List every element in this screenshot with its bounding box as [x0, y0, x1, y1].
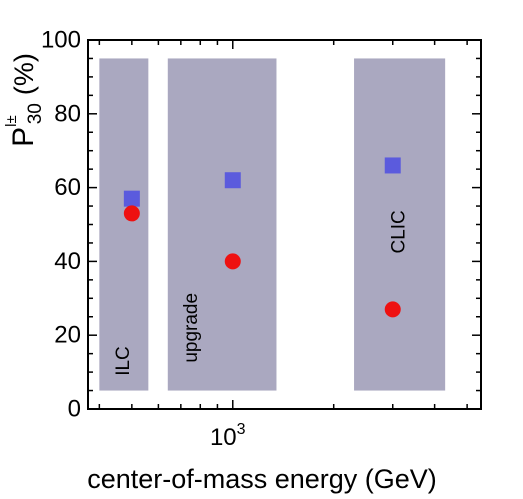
square-point-0	[123, 190, 140, 207]
labels-layer: ILC upgrade CLIC 0 20 40 60 80 100 103	[41, 27, 410, 452]
band-label-upgrade: upgrade	[181, 293, 202, 363]
x-tick-label-base: 10	[210, 424, 237, 451]
x-axis-title: center-of-mass energy (GeV)	[87, 464, 437, 494]
y-tick-label: 100	[41, 27, 81, 54]
x-tick-label-exponent: 3	[237, 421, 246, 438]
band-upgrade	[167, 58, 277, 391]
y-tick-label: 40	[54, 248, 81, 275]
y-axis-unit: (%)	[9, 53, 39, 95]
y-tick-label: 20	[54, 322, 81, 349]
circle-point-1	[224, 253, 241, 270]
x-tick-label: 103	[210, 421, 246, 451]
y-tick-label: 60	[54, 174, 81, 201]
square-point-1	[224, 172, 241, 189]
points-layer	[123, 157, 401, 318]
y-axis-superscript: l±	[3, 115, 20, 127]
y-tick-label: 80	[54, 100, 81, 127]
band-clic	[354, 58, 446, 391]
band-label-clic: CLIC	[389, 210, 410, 253]
y-tick-label: 0	[68, 396, 81, 423]
band-label-ilc: ILC	[113, 346, 134, 376]
band-ilc	[99, 58, 149, 391]
square-point-2	[384, 157, 401, 174]
y-axis-base: P	[7, 127, 40, 147]
circle-point-2	[384, 301, 401, 318]
bands-layer	[99, 58, 446, 391]
y-axis-subscript: 30	[25, 103, 46, 124]
y-axis-title: Pl± 30 (%)	[3, 53, 46, 147]
ticks-layer	[88, 39, 481, 410]
circle-point-0	[123, 205, 140, 222]
